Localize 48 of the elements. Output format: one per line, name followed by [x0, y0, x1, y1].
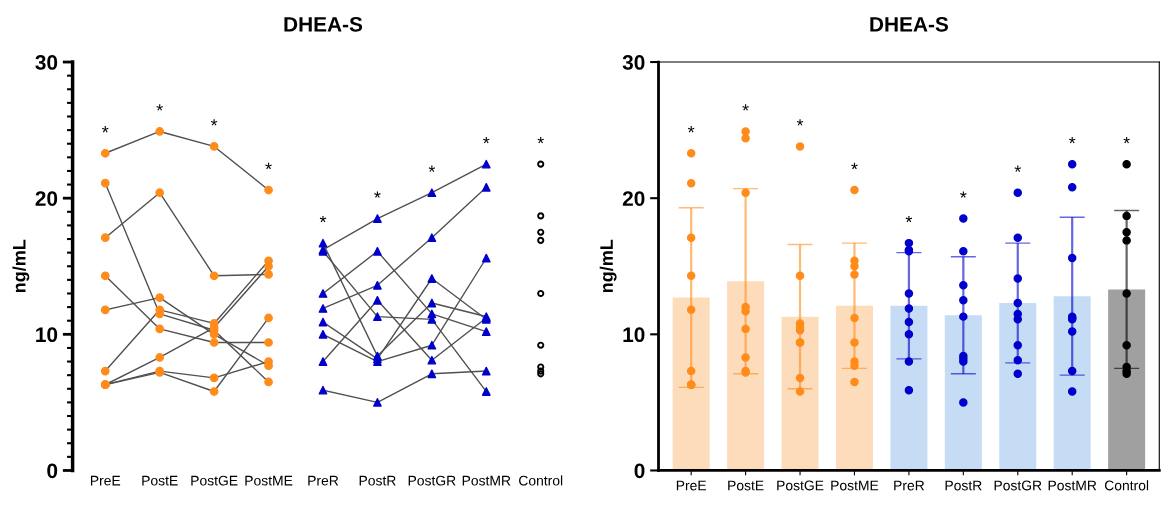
annotation: * [374, 191, 381, 198]
annotation: * [102, 126, 109, 133]
annotation: * [960, 191, 967, 198]
x-tick-label: PostE [728, 480, 764, 491]
y-tick-label: 0 [634, 463, 645, 479]
y-tick-label: 20 [35, 191, 58, 206]
x-tick-label: PostME [831, 480, 879, 491]
x-tick-label: PostMR [1048, 480, 1097, 491]
y-tick-label: 0 [47, 463, 58, 479]
annotation: * [1123, 136, 1130, 144]
x-tick-label: PostME [245, 475, 293, 486]
x-tick-label: PostMR [462, 475, 511, 486]
x-tick-label: PreR [308, 475, 339, 486]
x-tick-label: PostGR [994, 480, 1042, 491]
annotation: * [156, 104, 163, 111]
x-tick-label: PreE [90, 475, 121, 486]
y-tick-label: 10 [36, 327, 58, 343]
y-tick-label: 30 [35, 55, 58, 70]
annotation: * [1068, 136, 1076, 144]
annotation: * [851, 162, 858, 170]
x-tick-label: PreR [894, 480, 925, 491]
chart-title: DHEA-S [870, 16, 949, 32]
x-tick-label: PostGE [777, 480, 824, 491]
annotation: * [1014, 165, 1021, 172]
annotation: * [905, 215, 913, 223]
y-axis-title: ng/mL [599, 239, 617, 293]
x-tick-label: PostR [945, 480, 982, 491]
annotation: * [796, 119, 804, 126]
x-tick-label: PostGE [191, 475, 238, 486]
annotation: * [210, 119, 218, 126]
y-axis-title: ng/mL [12, 239, 30, 293]
y-tick-label: 10 [623, 327, 645, 343]
x-tick-label: PreE [676, 480, 707, 491]
annotation: * [265, 162, 272, 170]
annotation: * [319, 215, 327, 223]
chart-title: DHEA-S [284, 16, 363, 32]
x-tick-label: Control [1104, 480, 1149, 491]
annotation: * [687, 126, 695, 133]
y-tick-label: 30 [622, 55, 645, 70]
annotation: * [428, 165, 436, 172]
x-tick-label: Control [519, 475, 563, 486]
y-tick-label: 20 [622, 191, 645, 206]
x-tick-label: PostR [359, 475, 396, 486]
x-tick-label: PostE [142, 475, 178, 486]
annotation: * [483, 136, 490, 144]
annotation: * [742, 104, 749, 111]
x-tick-label: PostGR [408, 475, 456, 486]
annotation: * [537, 136, 544, 144]
